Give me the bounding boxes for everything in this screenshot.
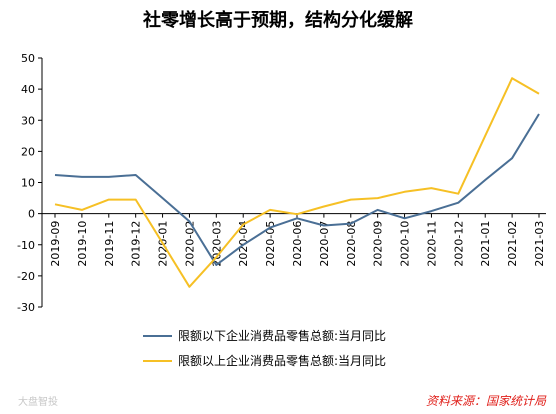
x-tick-label: 2020-05 [264, 221, 277, 267]
legend: 限额以下企业消费品零售总额:当月同比 限额以上企业消费品零售总额:当月同比 [143, 328, 386, 368]
y-tick-label: 10 [21, 177, 35, 190]
x-tick-label: 2020-06 [291, 221, 304, 267]
y-tick-label: 50 [21, 52, 35, 65]
x-tick-label: 2019-09 [49, 221, 62, 267]
y-tick-label: -10 [17, 239, 35, 252]
y-tick-label: -30 [17, 301, 35, 314]
series-line-0 [54, 113, 540, 266]
x-tick-label: 2020-12 [452, 221, 465, 267]
x-tick-label: 2020-07 [318, 221, 331, 267]
x-tick-label: 2019-12 [130, 221, 143, 267]
watermark: 大盘智投 [18, 395, 58, 408]
legend-label-above-limit: 限额以上企业消费品零售总额:当月同比 [178, 353, 386, 368]
y-tick-label: 20 [21, 145, 35, 158]
source-note: 资料来源：国家统计局 [426, 394, 547, 408]
x-tick-label: 2020-08 [345, 221, 358, 267]
x-tick-label: 2020-10 [399, 221, 412, 267]
series-layer [54, 77, 540, 288]
x-tick-label: 2020-09 [372, 221, 385, 267]
x-tick-label: 2019-10 [76, 221, 89, 267]
y-tick-label: 0 [28, 208, 35, 221]
y-tick-label: 40 [21, 83, 35, 96]
x-tick-label: 2020-11 [425, 221, 438, 267]
x-axis: 2019-09 2019-10 2019-11 2019-12 2020-01 2020-… [42, 213, 546, 267]
chart-title: 社零增长高于预期，结构分化缓解 [143, 9, 413, 31]
y-tick-label: 30 [21, 114, 35, 127]
legend-label-below-limit: 限额以下企业消费品零售总额:当月同比 [178, 328, 386, 343]
x-tick-label: 2021-03 [533, 221, 546, 267]
x-tick-label: 2020-03 [210, 221, 223, 267]
x-tick-label: 2021-01 [479, 221, 492, 267]
series-line-1 [54, 77, 540, 288]
x-tick-label: 2020-02 [183, 221, 196, 267]
x-tick-label: 2021-02 [506, 221, 519, 267]
y-axis: -30 -20 -10 0 10 20 30 40 50 [17, 52, 43, 314]
x-tick-label: 2019-11 [103, 221, 116, 267]
y-tick-label: -20 [17, 270, 35, 283]
